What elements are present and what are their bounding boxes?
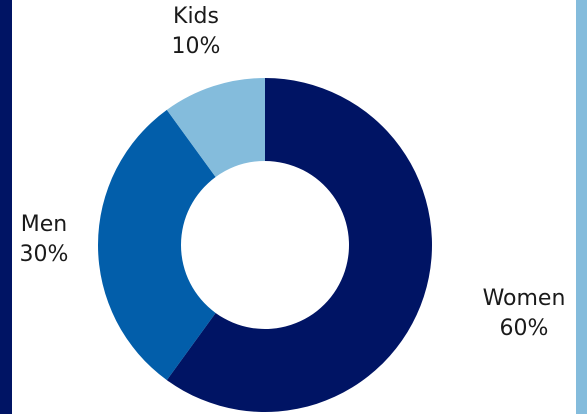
label-men: Men 30% bbox=[20, 210, 69, 270]
slice-men bbox=[97, 109, 216, 381]
label-kids-name: Kids bbox=[173, 4, 219, 29]
label-kids-value: 10% bbox=[171, 34, 221, 59]
right-edge-strip bbox=[576, 0, 587, 414]
label-women-name: Women bbox=[482, 286, 566, 311]
label-men-name: Men bbox=[20, 212, 68, 237]
label-women-value: 60% bbox=[499, 316, 549, 341]
label-kids: Kids 10% bbox=[172, 2, 221, 62]
label-women: Women 60% bbox=[483, 284, 566, 344]
left-edge-strip bbox=[0, 0, 12, 414]
slice-women bbox=[166, 78, 433, 412]
label-men-value: 30% bbox=[19, 242, 69, 267]
slice-kids bbox=[166, 78, 265, 178]
